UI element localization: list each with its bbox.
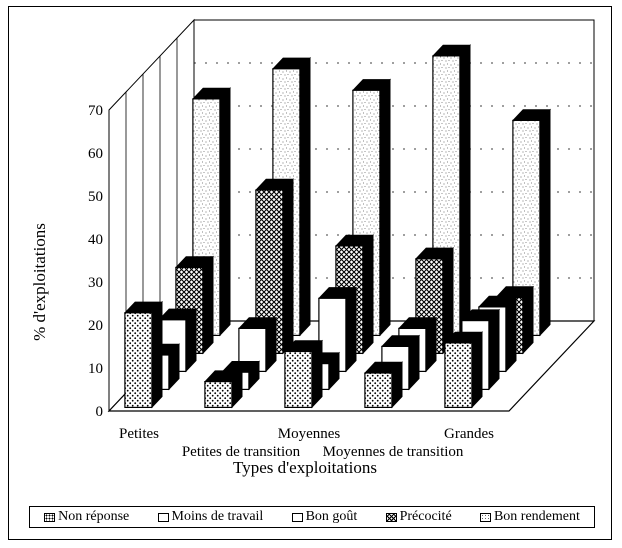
- y-tick-label: 30: [88, 275, 103, 291]
- legend-swatch: [291, 512, 303, 522]
- legend-label: Précocité: [399, 509, 452, 524]
- legend-swatch: [385, 512, 397, 522]
- x-tick-label: Moyennes: [278, 426, 341, 442]
- bar: [511, 108, 552, 337]
- y-axis-ticks: 0 10 20 30 40 50 60 70: [88, 103, 103, 420]
- legend: Non réponse Moins de travail Bon goût Préco…: [29, 506, 595, 528]
- legend-label: Bon goût: [305, 509, 358, 524]
- legend-swatch: [157, 512, 169, 522]
- bar-chart-3d: 0 10 20 30 40 50 60 70 Petites Petites de transi…: [30, 18, 596, 477]
- bar: [443, 331, 484, 409]
- y-tick-label: 10: [88, 361, 103, 377]
- x-tick-label: Grandes: [444, 426, 494, 442]
- chart-frame: 0 10 20 30 40 50 60 70 Petites Petites de transi…: [8, 6, 612, 540]
- legend-label: Non réponse: [58, 509, 130, 524]
- y-tick-label: 0: [96, 404, 104, 420]
- x-axis-ticks: Petites Petites de transition Moyennes Moye…: [119, 426, 494, 460]
- y-axis-label: % d'exploitations: [30, 223, 49, 341]
- x-tick-label: Petites de transition: [182, 444, 301, 460]
- bar: [283, 339, 324, 409]
- legend-label: Bon rendement: [493, 509, 580, 524]
- bar: [203, 369, 244, 409]
- bar: [123, 300, 164, 409]
- x-axis-label: Types d'exploitations: [233, 458, 377, 477]
- y-tick-label: 40: [88, 232, 103, 248]
- legend-item: Moins de travail: [157, 509, 264, 525]
- legend-item: Bon rendement: [479, 509, 580, 525]
- y-tick-label: 70: [88, 103, 103, 119]
- legend-swatch: [479, 512, 491, 522]
- legend-item: Bon goût: [291, 509, 358, 525]
- legend-label: Moins de travail: [171, 509, 264, 524]
- y-tick-label: 50: [88, 189, 103, 205]
- legend-item: Non réponse: [44, 509, 129, 525]
- legend-item: Précocité: [385, 509, 452, 525]
- bar: [363, 361, 404, 409]
- bars: [123, 44, 552, 409]
- x-tick-label: Petites: [119, 426, 159, 442]
- legend-swatch: [44, 512, 56, 522]
- x-tick-label: Moyennes de transition: [323, 444, 464, 460]
- y-tick-label: 20: [88, 318, 103, 334]
- y-tick-label: 60: [88, 146, 103, 162]
